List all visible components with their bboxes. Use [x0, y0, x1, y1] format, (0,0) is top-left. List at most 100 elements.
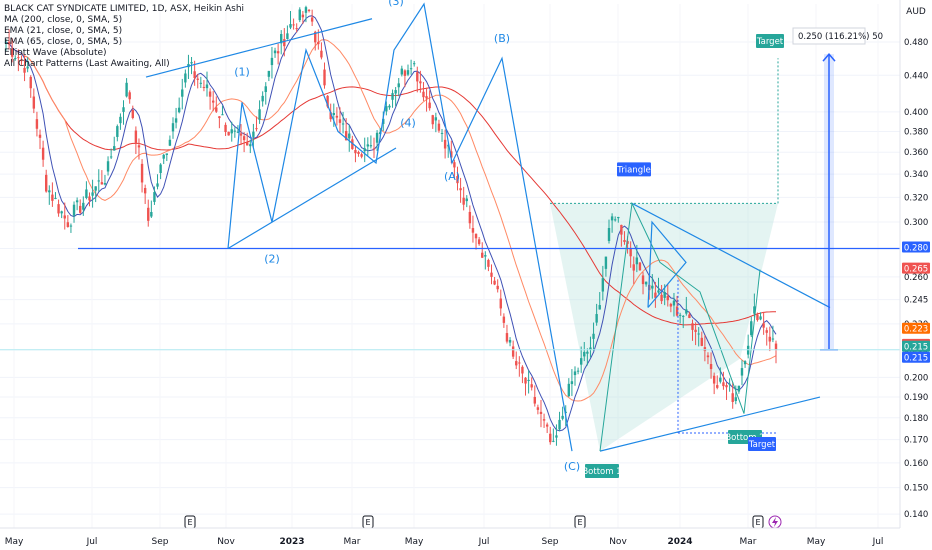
legend-patterns: All Chart Patterns (Last Awaiting, All)	[4, 59, 170, 69]
candle-body	[165, 153, 169, 155]
x-tick-label: Jul	[86, 537, 98, 547]
candle-body	[490, 272, 493, 277]
candle-body	[122, 107, 125, 112]
candle-body	[635, 257, 639, 265]
candle-body	[100, 182, 104, 185]
candle-body	[437, 123, 441, 131]
candle-body	[109, 156, 113, 158]
measure-annotation: 0.250 (116.21%) 50	[798, 32, 883, 42]
candle-body	[524, 377, 527, 384]
candle-body	[697, 333, 700, 335]
candle-body	[205, 84, 209, 89]
candle-body	[147, 207, 150, 221]
candle-body	[184, 73, 187, 83]
price-badge-label: 0.265	[904, 265, 928, 275]
candle-body	[471, 228, 475, 233]
candle-body	[685, 309, 688, 314]
candle-body	[759, 316, 762, 320]
candle-body	[579, 358, 583, 365]
candle-body	[72, 204, 76, 216]
candle-body	[505, 333, 509, 342]
candle-body	[41, 147, 45, 160]
candle-body	[419, 81, 422, 84]
candle-body	[215, 107, 218, 112]
candle-body	[258, 109, 261, 120]
candle-body	[283, 39, 286, 47]
candle-body	[45, 174, 48, 192]
candle-body	[159, 164, 162, 173]
candle-body	[29, 76, 32, 89]
candle-body	[409, 68, 413, 70]
elliott-wave-label: (B)	[494, 32, 510, 45]
x-tick-label: 2023	[279, 537, 304, 547]
candle-body	[422, 91, 425, 98]
elliott-wave-label: (2)	[264, 252, 280, 265]
y-tick-label: 0.320	[904, 193, 928, 203]
legend-elliott: Elliott Wave (Absolute)	[4, 48, 107, 58]
x-tick-label: Sep	[542, 537, 559, 547]
y-tick-label: 0.340	[904, 170, 928, 180]
y-tick-label: 0.150	[904, 484, 928, 494]
candle-body	[589, 347, 592, 350]
candle-body	[208, 91, 212, 97]
y-tick-label: 0.360	[904, 148, 928, 158]
candle-body	[14, 58, 17, 60]
candle-body	[412, 63, 416, 65]
candle-body	[536, 407, 540, 410]
candle-body	[592, 333, 595, 339]
candle-body	[465, 198, 468, 202]
candle-body	[570, 381, 574, 385]
candle-body	[660, 294, 663, 302]
candle-body	[134, 130, 138, 143]
candle-body	[481, 252, 484, 258]
candle-body	[682, 315, 685, 317]
bottom2-label: Bottom 2	[725, 433, 764, 443]
candle-body	[32, 96, 36, 109]
candle-body	[326, 95, 329, 107]
candle-body	[712, 375, 716, 384]
candle-body	[450, 151, 453, 158]
candle-body	[338, 119, 342, 123]
candle-body	[484, 255, 487, 257]
candle-body	[193, 71, 196, 79]
candle-body	[181, 89, 184, 97]
candle-body	[375, 132, 379, 143]
candle-body	[156, 183, 159, 187]
x-tick-label: Nov	[217, 537, 235, 547]
candle-body	[431, 115, 434, 125]
candle-body	[511, 346, 515, 357]
candle-body	[23, 67, 26, 73]
candle-body	[447, 145, 450, 147]
candle-body	[743, 361, 747, 365]
y-tick-label: 0.440	[904, 71, 928, 81]
price-badge	[902, 241, 930, 253]
candle-body	[595, 314, 598, 323]
candle-body	[549, 433, 552, 443]
candle-body	[335, 115, 339, 118]
candle-body	[202, 86, 206, 88]
candle-body	[388, 105, 391, 108]
earnings-label: E	[577, 518, 582, 527]
pattern-labels: (1) (2) (3) (4) (A) (B) (C) Triangle Bottom 1 Bot…	[184, 0, 883, 529]
candle-body	[162, 154, 165, 159]
triangle-label: Triangle	[616, 165, 650, 175]
candle-body	[360, 154, 363, 157]
candle-body	[613, 219, 617, 221]
y-tick-label: 0.170	[904, 436, 928, 446]
candle-body	[280, 34, 283, 44]
elliott-wave-label: (4)	[400, 116, 416, 129]
candle-body	[88, 196, 91, 201]
candle-body	[391, 93, 394, 100]
candle-body	[131, 109, 134, 118]
triangle-top-line	[631, 202, 831, 309]
target-label-2-box	[748, 437, 776, 451]
candle-body	[233, 130, 237, 132]
candle-body	[716, 385, 719, 388]
candle-body	[320, 50, 323, 58]
legend-ema65: EMA (65, close, 0, SMA, 5)	[4, 37, 123, 47]
candle-body	[623, 240, 626, 242]
candle-body	[48, 190, 51, 193]
candle-body	[397, 83, 400, 88]
candle-body	[218, 116, 221, 119]
candle-body	[518, 362, 521, 364]
